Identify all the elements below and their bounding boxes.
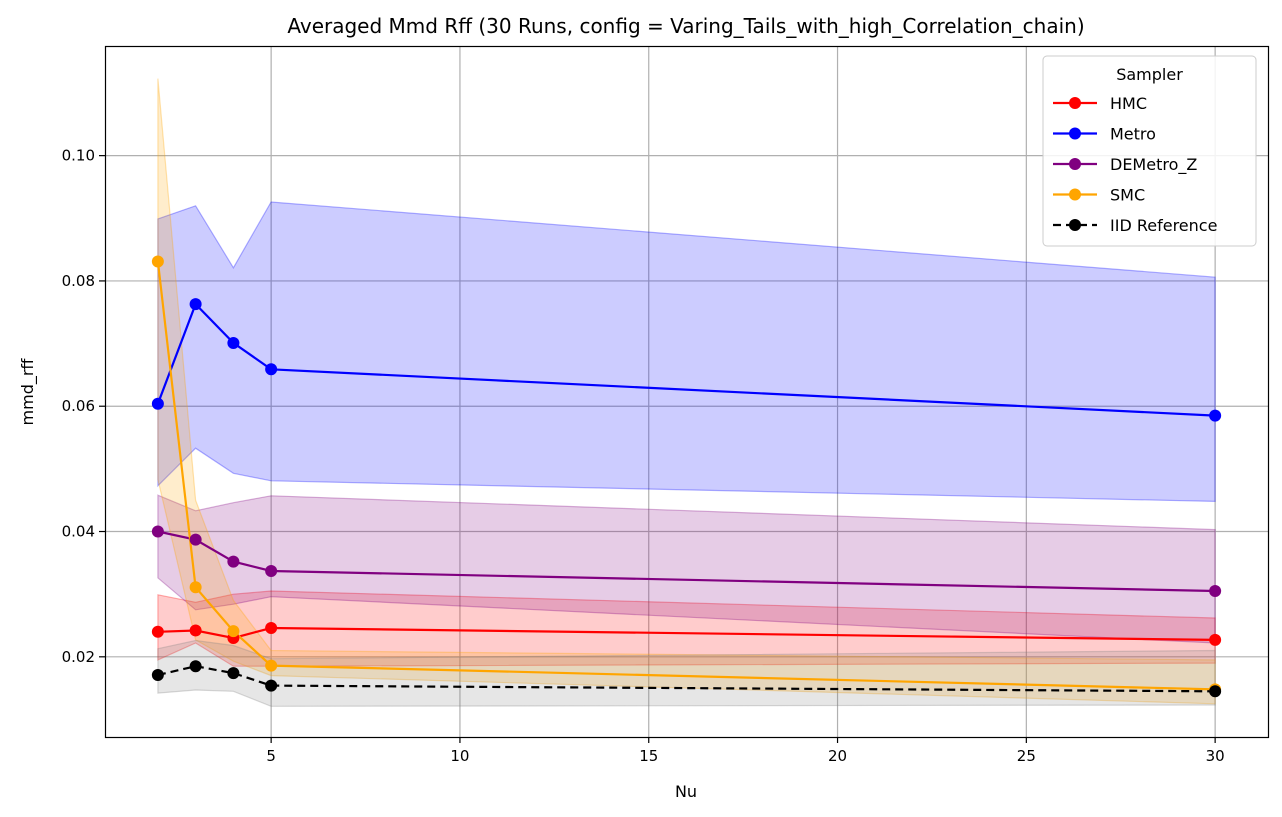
legend-label-iid-reference: IID Reference bbox=[1110, 216, 1217, 235]
confidence-bands bbox=[157, 78, 1216, 707]
legend-marker-hmc bbox=[1069, 97, 1081, 109]
data-point-metro bbox=[189, 298, 202, 311]
data-point-iid-reference bbox=[227, 667, 240, 680]
plot-frame bbox=[104, 45, 1270, 739]
data-point-demetro-z bbox=[227, 555, 240, 568]
data-point-smc bbox=[265, 659, 278, 672]
data-point-hmc bbox=[151, 625, 164, 638]
chart-title: Averaged Mmd Rff (30 Runs, config = Vari… bbox=[287, 14, 1084, 38]
data-point-iid-reference bbox=[265, 679, 278, 692]
data-point-smc bbox=[151, 255, 164, 268]
legend-marker-metro bbox=[1069, 127, 1081, 140]
band-metro bbox=[157, 201, 1216, 503]
data-point-smc bbox=[227, 625, 240, 638]
data-point-metro bbox=[151, 397, 164, 410]
y-tick-label: 0.04 bbox=[62, 523, 95, 541]
data-point-hmc bbox=[265, 621, 278, 634]
data-point-iid-reference bbox=[189, 660, 202, 673]
legend-label-demetro-z: DEMetro_Z bbox=[1110, 155, 1197, 175]
x-tick-label: 30 bbox=[1206, 747, 1225, 765]
series-line-iid-reference bbox=[157, 665, 1216, 693]
band-smc bbox=[157, 78, 1216, 705]
data-point-metro bbox=[265, 363, 278, 376]
data-point-demetro-z bbox=[1209, 585, 1222, 598]
data-point-hmc bbox=[1209, 633, 1222, 646]
legend: Sampler HMC Metro DEMetro_Z SMC IID Referenc… bbox=[1042, 55, 1257, 247]
data-point-demetro-z bbox=[189, 533, 202, 546]
data-point-metro bbox=[227, 336, 240, 349]
x-tick-label: 25 bbox=[1017, 747, 1036, 765]
data-point-demetro-z bbox=[151, 525, 164, 538]
legend-label-hmc: HMC bbox=[1110, 94, 1147, 113]
legend-items: HMC Metro DEMetro_Z SMC IID Reference bbox=[1053, 94, 1217, 235]
data-point-iid-reference bbox=[1209, 685, 1222, 698]
legend-title: Sampler bbox=[1116, 65, 1183, 84]
data-point-iid-reference bbox=[151, 668, 164, 681]
x-tick-label: 15 bbox=[639, 747, 658, 765]
x-tick-label: 10 bbox=[450, 747, 469, 765]
series-points bbox=[151, 255, 1222, 698]
legend-label-metro: Metro bbox=[1110, 125, 1156, 144]
x-tick-label: 5 bbox=[266, 747, 276, 765]
legend-marker-demetro-z bbox=[1069, 158, 1081, 170]
band-hmc bbox=[157, 590, 1216, 667]
y-axis-ticks: 0.02 0.04 0.06 0.08 0.10 bbox=[62, 147, 105, 666]
y-axis-label: mmd_rff bbox=[18, 358, 38, 426]
data-point-demetro-z bbox=[265, 564, 278, 577]
y-tick-label: 0.02 bbox=[62, 648, 95, 666]
y-tick-label: 0.10 bbox=[62, 147, 95, 165]
data-point-metro bbox=[1209, 409, 1222, 422]
legend-marker-iid-reference bbox=[1069, 219, 1081, 231]
data-point-hmc bbox=[189, 624, 202, 637]
x-tick-label: 20 bbox=[828, 747, 847, 765]
legend-label-smc: SMC bbox=[1110, 186, 1145, 205]
x-axis-label: Nu bbox=[675, 782, 697, 801]
legend-marker-smc bbox=[1069, 188, 1081, 201]
y-tick-label: 0.06 bbox=[62, 397, 95, 415]
y-tick-label: 0.08 bbox=[62, 272, 95, 290]
x-axis-ticks: 5 10 15 20 25 30 bbox=[266, 737, 1225, 765]
data-point-smc bbox=[189, 581, 202, 594]
